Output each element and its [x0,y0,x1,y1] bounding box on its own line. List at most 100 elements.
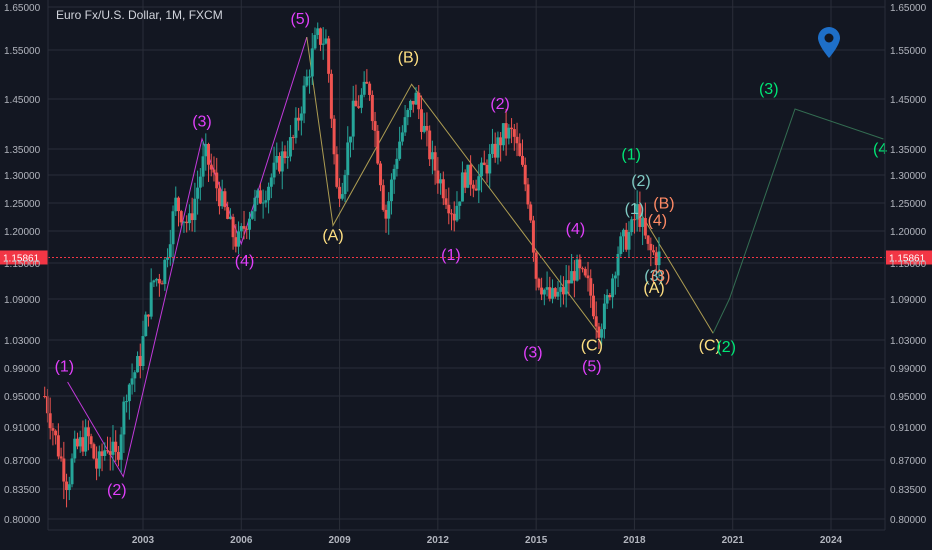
candle-body [182,221,186,223]
wave-label: (2) [490,96,510,113]
candle-body [387,201,391,219]
candle-body [379,163,383,186]
y-tick-label-left: 1.30000 [4,171,41,182]
candle-body [430,152,434,160]
candle-body [190,213,194,221]
y-tick-label-left: 1.20000 [4,227,41,238]
price-tag-label-left: 1.15861 [3,253,40,264]
candle-body [51,428,55,431]
candle-body [518,143,522,156]
candle-body [272,162,276,178]
wave-line [712,108,884,334]
x-tick-label: 2003 [132,535,155,546]
candle-body [155,278,159,281]
candle-body [130,378,134,385]
candle-body [264,200,268,203]
y-tick-label-right: 1.35000 [890,145,927,156]
candle-body [179,211,183,223]
candle-body [632,219,636,221]
candle-body [564,280,568,295]
candle-body [611,278,615,298]
y-tick-label-right: 0.83500 [890,485,927,496]
candle-body [403,117,407,133]
wave-label: (4 [873,141,887,158]
candle-body [136,356,140,373]
location-pin-icon[interactable] [818,27,840,58]
candle-body [572,271,576,281]
price-tag-left [0,250,48,265]
candle-body [534,252,538,279]
candle-body [92,444,96,459]
candle-body [302,85,306,114]
y-tick-label-right: 0.99000 [890,364,927,375]
candle-body [428,130,432,160]
candle-body [578,259,582,269]
candle-body [223,191,227,208]
candle-body [245,228,249,230]
candle-body [545,287,549,290]
candle-body [45,396,49,414]
candle-body [608,294,612,298]
candle-body [185,221,189,224]
candle-body [70,458,74,485]
candle-body [338,186,342,199]
candle-body [649,243,653,251]
candle-body [540,287,544,295]
candle-body [597,326,601,338]
candle-body [591,295,595,317]
y-tick-label-left: 0.87000 [4,456,41,467]
candle-body [329,73,333,119]
candle-body [556,291,560,297]
candle-body [504,123,508,139]
candle-body [450,213,454,215]
candle-body [332,118,336,155]
candle-body [395,158,399,169]
wave-label: (3) [192,114,212,131]
candle-body [62,458,66,482]
candle-body [370,94,374,122]
candle-body [48,413,52,429]
wave-label: (4) [235,253,255,270]
candle-body [583,268,587,276]
candle-body [643,218,647,236]
wave-label: (A) [322,228,343,245]
candle-body [409,100,413,111]
candle-body [73,438,77,459]
candle-body [100,451,104,456]
candle-body [174,197,178,212]
y-tick-label-right: 0.91000 [890,423,927,434]
candle-body [193,198,197,221]
candle-body [176,197,180,212]
y-tick-label-right: 1.15000 [890,259,927,270]
candle-body [89,436,93,445]
candle-body [327,38,331,74]
candle-body [308,76,312,78]
candle-body [163,259,167,284]
candle-body [458,201,462,206]
candle-body [305,76,309,86]
y-tick-label-right: 1.65000 [890,3,927,14]
wave-label: (2) [631,173,651,190]
candle-body [436,170,440,184]
candle-body [417,92,421,110]
candle-body [422,125,426,132]
candle-body [551,288,555,299]
candle-body [589,278,593,296]
candle-body [234,237,238,247]
candle-body [520,155,524,165]
candle-body [362,81,366,95]
y-tick-label-left: 0.80000 [4,515,41,526]
x-tick-label: 2024 [820,535,843,546]
candle-body [466,164,470,188]
candle-body [400,132,404,142]
candle-body [275,155,279,163]
candle-body [187,213,191,224]
candle-body [602,303,606,330]
candle-body [335,154,339,187]
candle-body [548,287,552,299]
candle-body [160,283,164,285]
candle-body [114,441,118,452]
candle-body [201,156,205,177]
wave-label: (4) [648,212,668,229]
